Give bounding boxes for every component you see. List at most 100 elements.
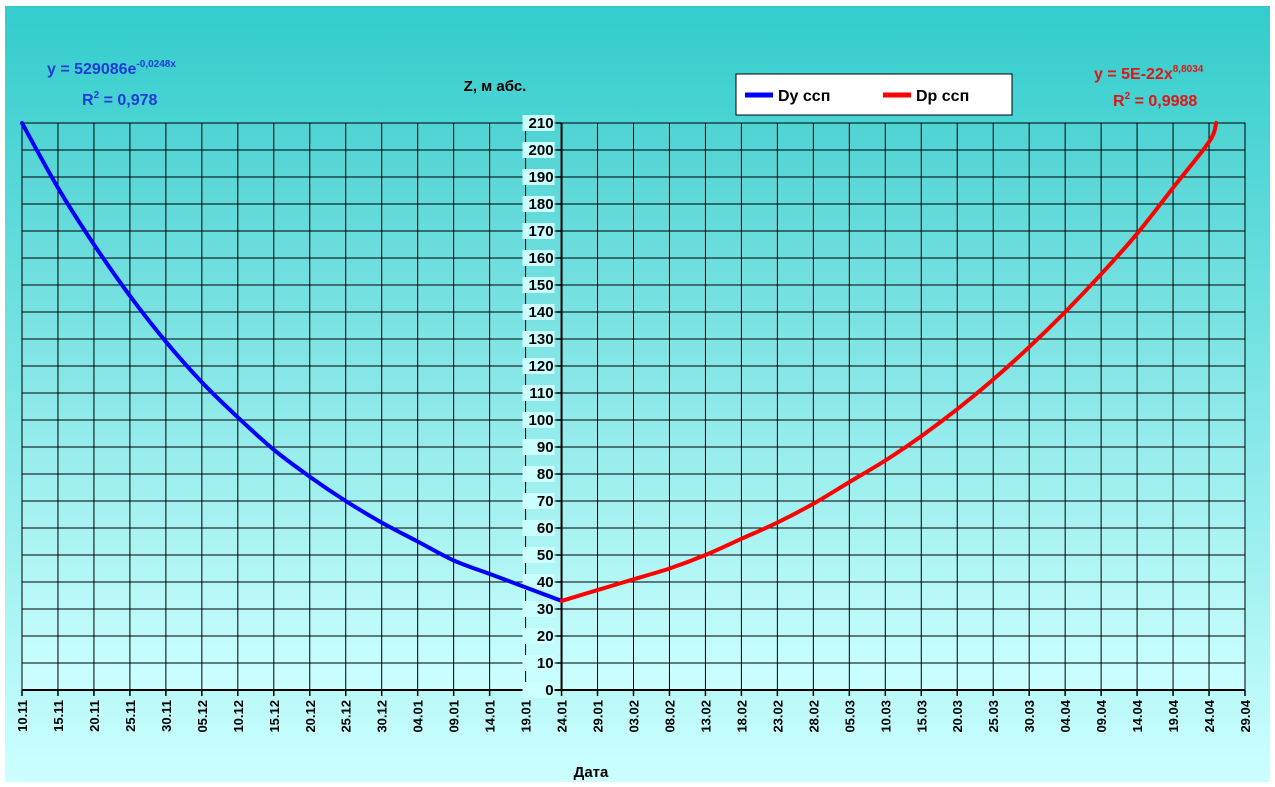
y-tick-label: 190 <box>529 169 554 186</box>
y-tick-label: 120 <box>529 358 554 375</box>
y-tick-label: 140 <box>529 304 554 321</box>
trend-chart: 0 10 20 30 40 50 60 70 80 90 100 110 120 130 140 150 160… <box>5 6 1270 782</box>
y-tick-label: 30 <box>537 601 554 618</box>
y-tick-label-bg <box>522 493 555 509</box>
x-tick-label: 29.04 <box>1238 699 1253 732</box>
equation-dp-base: y = 5E-22x <box>1094 66 1173 83</box>
y-tick-label-bg <box>522 385 555 401</box>
y-tick-label-bg <box>522 250 555 266</box>
x-tick-label: 30.03 <box>1022 700 1037 733</box>
equation-dp-exp: 8,8034 <box>1173 64 1204 75</box>
x-tick-label: 19.04 <box>1166 699 1181 732</box>
y-tick-label-bg <box>522 331 555 347</box>
trendline-annotation-dy: y = 529086e-0,0248x R2 = 0,978 <box>47 59 176 109</box>
y-tick-label-bg <box>522 601 555 617</box>
x-tick-label: 10.11 <box>15 700 30 732</box>
y-tick-label-bg <box>522 412 555 428</box>
y-tick-label: 200 <box>529 142 554 159</box>
x-tick-label: 13.02 <box>698 700 713 733</box>
y-tick-label-bg <box>522 196 555 212</box>
r2-dp-sup: 2 <box>1125 91 1131 102</box>
y-tick-label: 90 <box>537 439 554 456</box>
r2-dy: R2 = 0,978 <box>82 90 158 109</box>
x-tick-label: 09.04 <box>1094 699 1109 732</box>
x-tick-label: 30.11 <box>159 700 174 732</box>
y-tick-label: 170 <box>529 223 554 240</box>
y-tick-label: 20 <box>537 628 554 645</box>
equation-dy-exp: -0,0248x <box>136 59 176 70</box>
x-tick-label: 15.11 <box>51 700 66 732</box>
x-tick-label: 28.02 <box>806 700 821 733</box>
y-tick-label-bg <box>522 655 555 671</box>
r2-dy-base: R <box>82 92 94 109</box>
y-tick-label-bg <box>522 628 555 644</box>
x-tick-label: 24.01 <box>555 700 570 733</box>
y-tick-label-bg <box>522 277 555 293</box>
equation-dy-base: y = 529086e <box>47 61 137 78</box>
y-tick-label-bg <box>522 358 555 374</box>
x-tick-label: 20.11 <box>87 700 102 732</box>
y-tick-label: 210 <box>529 115 554 132</box>
y-tick-label-bg <box>522 466 555 482</box>
series-line-dp <box>559 121 1219 603</box>
series-lines <box>20 121 1219 603</box>
y-tick-label: 100 <box>529 412 554 429</box>
x-tick-labels: 10.11 15.11 20.11 25.11 30.11 05.12 10.12 15.12… <box>15 699 1253 732</box>
y-tick-labels: 0 10 20 30 40 50 60 70 80 90 100 110 120 130 140 150 160… <box>522 115 555 699</box>
x-tick-label: 08.02 <box>662 700 677 733</box>
x-tick-label: 14.04 <box>1130 699 1145 732</box>
y-tick-label-bg <box>522 142 555 158</box>
y-axis-title: Z, м абс. <box>464 78 527 95</box>
x-tick-label: 05.03 <box>842 700 857 733</box>
y-tick-label: 160 <box>529 250 554 267</box>
x-tick-label: 25.12 <box>339 700 354 733</box>
x-tick-label: 19.01 <box>519 700 534 733</box>
x-tick-label: 09.01 <box>447 700 462 733</box>
legend-box <box>735 73 1013 116</box>
x-tick-label: 10.12 <box>231 700 246 733</box>
y-tick-label-bg <box>522 223 555 239</box>
equation-dp: y = 5E-22x8,8034 <box>1094 64 1204 83</box>
y-tick-label-bg <box>522 439 555 455</box>
r2-dp-base: R <box>1113 93 1125 110</box>
x-tick-label: 29.01 <box>591 700 606 733</box>
x-tick-label: 25.11 <box>123 700 138 732</box>
legend-label-dp: Dp ссп <box>916 88 969 105</box>
r2-dp-value: = 0,9988 <box>1130 93 1197 110</box>
grid-lines <box>21 122 1246 691</box>
y-tick-label-bg <box>522 682 555 698</box>
y-tick-label: 130 <box>529 331 554 348</box>
x-tick-label: 18.02 <box>734 700 749 733</box>
x-tick-label: 25.03 <box>986 700 1001 733</box>
legend-label-dy: Dy ссп <box>778 88 830 105</box>
r2-dy-value: = 0,978 <box>99 92 157 109</box>
legend: Dy ссп Dp ссп <box>735 73 1013 116</box>
y-tick-label: 80 <box>537 466 554 483</box>
equation-dy: y = 529086e-0,0248x <box>47 59 176 78</box>
x-tick-label: 14.01 <box>483 700 498 733</box>
x-tick-label: 15.03 <box>914 700 929 733</box>
x-tick-label: 30.12 <box>375 700 390 733</box>
y-tick-label-bg <box>522 520 555 536</box>
y-tick-label-bg <box>522 547 555 563</box>
x-tick-label: 03.02 <box>627 700 642 733</box>
trendline-annotation-dp: y = 5E-22x8,8034 R2 = 0,9988 <box>1094 64 1204 110</box>
y-tick-label-bg <box>522 574 555 590</box>
y-tick-label: 0 <box>545 682 553 699</box>
y-tick-label: 50 <box>537 547 554 564</box>
y-tick-label-bg <box>522 169 555 185</box>
y-tick-label: 60 <box>537 520 554 537</box>
x-tick-label: 15.12 <box>267 700 282 733</box>
x-tick-label: 20.12 <box>303 700 318 733</box>
series-line-dy <box>20 121 564 603</box>
y-tick-label-bg <box>522 304 555 320</box>
r2-dp: R2 = 0,9988 <box>1113 91 1197 110</box>
x-tick-label: 04.04 <box>1058 699 1073 732</box>
y-tick-label: 110 <box>529 385 553 402</box>
y-tick-label: 40 <box>537 574 554 591</box>
y-tick-label-bg <box>522 115 555 131</box>
x-tick-label: 20.03 <box>950 700 965 733</box>
x-tick-label: 23.02 <box>770 700 785 733</box>
r2-dy-sup: 2 <box>94 90 100 101</box>
y-tick-label: 70 <box>537 493 554 510</box>
